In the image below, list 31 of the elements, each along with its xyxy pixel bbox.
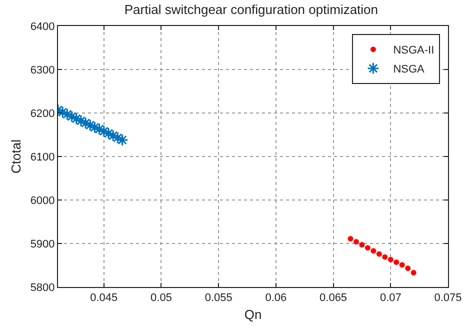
x-tick-label: 0.05 [150,292,172,304]
legend-label: NSGA [393,64,426,76]
legend-label: NSGA-II [393,44,434,57]
y-tick-label: 6300 [30,64,55,76]
point [359,242,365,248]
point [353,239,359,245]
x-tick-label: 0.065 [320,292,348,304]
y-tick-label: 6400 [30,20,55,33]
point [405,266,411,272]
point [399,262,405,268]
y-tick-label: 6200 [30,108,55,120]
x-tick-label: 0.045 [90,292,118,304]
point [376,251,382,257]
point [410,270,416,276]
x-tick-label: 0.055 [204,292,232,304]
chart-title: Partial switchgear configuration optimization [124,2,378,18]
point [394,259,400,265]
x-tick-label: 0.07 [380,292,402,304]
point [364,245,370,251]
y-tick-label: 5800 [30,282,55,294]
point [348,236,354,242]
y-axis-title: Ctotal [8,139,24,174]
x-tick-label: 0.06 [265,292,287,304]
point [370,248,376,254]
y-tick-label: 6100 [30,151,55,164]
x-axis-title: Qn [244,306,262,322]
y-tick-label: 6000 [30,194,55,207]
point [388,256,394,262]
point [382,254,388,260]
x-tick-label: 0.075 [434,292,462,304]
y-tick-label: 5900 [30,238,55,250]
